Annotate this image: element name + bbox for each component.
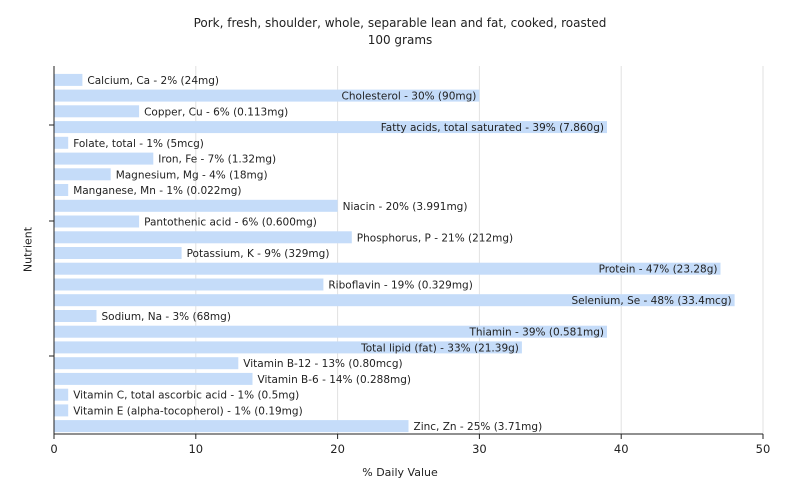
- bar: [54, 325, 607, 338]
- bar: [54, 310, 97, 322]
- bar: [54, 73, 83, 86]
- data-label: Folate, total - 1% (5mcg): [73, 138, 204, 150]
- bar: [54, 152, 154, 165]
- data-label: Total lipid (fat) - 33% (21.39g): [360, 342, 519, 354]
- bar: [54, 372, 253, 385]
- data-label: Copper, Cu - 6% (0.113mg): [144, 106, 288, 118]
- data-label: Phosphorus, P - 21% (212mg): [357, 232, 513, 244]
- data-label: Niacin - 20% (3.991mg): [343, 201, 468, 213]
- data-label: Manganese, Mn - 1% (0.022mg): [73, 185, 241, 197]
- bar: [54, 341, 522, 354]
- bar: [54, 231, 352, 244]
- data-label: Selenium, Se - 48% (33.4mcg): [571, 295, 731, 307]
- data-label: Vitamin C, total ascorbic acid - 1% (0.5…: [73, 390, 299, 402]
- data-label: Thiamin - 39% (0.581mg): [468, 327, 604, 339]
- x-tick-label: 20: [330, 442, 345, 456]
- data-label: Vitamin B-12 - 13% (0.80mcg): [243, 358, 402, 370]
- x-axis-label: % Daily Value: [362, 466, 438, 479]
- data-label: Fatty acids, total saturated - 39% (7.86…: [381, 122, 604, 134]
- bar: [54, 199, 338, 212]
- bar: [54, 89, 480, 102]
- x-tick-label: 10: [188, 442, 203, 456]
- data-label: Protein - 47% (23.28g): [599, 264, 718, 276]
- bar: [54, 357, 239, 370]
- x-tick-label: 50: [756, 442, 771, 456]
- x-tick-label: 0: [50, 442, 57, 456]
- bar: [54, 136, 69, 149]
- bar: [54, 262, 721, 275]
- bar: [54, 278, 324, 291]
- x-tick-label: 30: [472, 442, 487, 456]
- bar: [54, 247, 182, 259]
- chart-title: Pork, fresh, shoulder, whole, separable …: [193, 16, 607, 30]
- bar: [54, 388, 69, 401]
- bar: [54, 404, 69, 417]
- data-label: Magnesium, Mg - 4% (18mg): [116, 169, 268, 181]
- data-label: Pantothenic acid - 6% (0.600mg): [144, 217, 317, 229]
- bar: [54, 105, 140, 118]
- x-tick-label: 40: [614, 442, 629, 456]
- data-label: Iron, Fe - 7% (1.32mg): [158, 154, 276, 166]
- bar: [54, 215, 140, 228]
- data-label: Vitamin B-6 - 14% (0.288mg): [258, 374, 412, 386]
- data-label: Calcium, Ca - 2% (24mg): [87, 75, 219, 87]
- bar: [54, 184, 69, 196]
- data-label: Zinc, Zn - 25% (3.71mg): [414, 421, 543, 433]
- bar: [54, 420, 409, 433]
- data-label: Cholesterol - 30% (90mg): [342, 91, 477, 103]
- bar: [54, 294, 735, 307]
- bar: [54, 121, 607, 134]
- data-label: Vitamin E (alpha-tocopherol) - 1% (0.19m…: [73, 405, 303, 417]
- data-label: Potassium, K - 9% (329mg): [187, 248, 330, 260]
- bar: [54, 168, 111, 181]
- data-label: Riboflavin - 19% (0.329mg): [328, 280, 472, 292]
- chart-subtitle: 100 grams: [367, 33, 433, 47]
- data-label: Sodium, Na - 3% (68mg): [102, 311, 231, 323]
